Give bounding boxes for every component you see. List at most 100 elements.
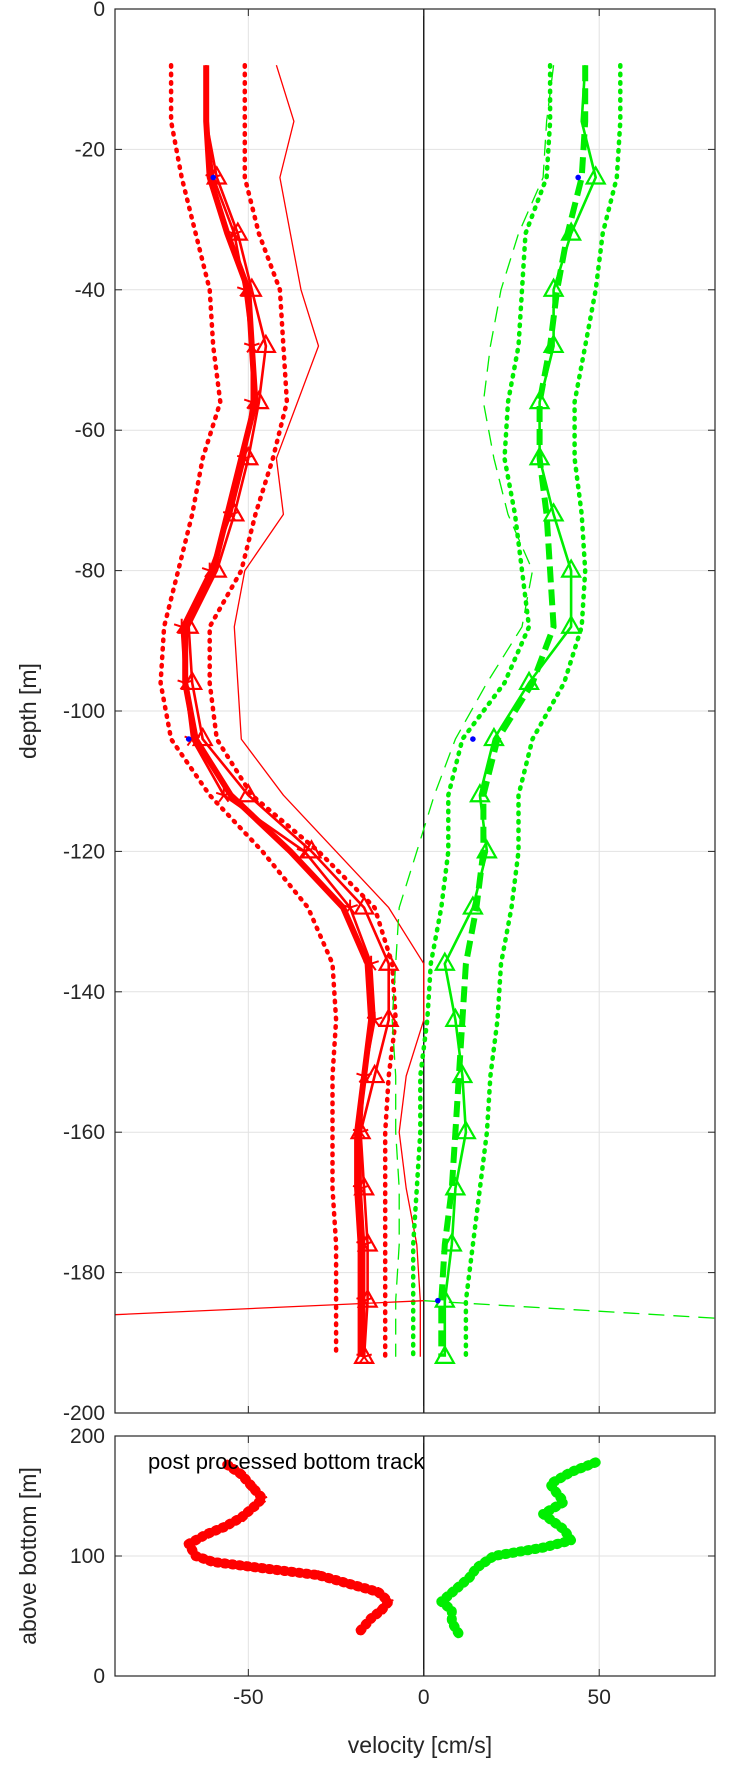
top-series-u-thin-solid <box>233 65 425 1357</box>
triangle-marker <box>247 389 270 410</box>
star-marker <box>366 1613 377 1623</box>
triangle-marker <box>444 1176 467 1196</box>
top-series-u-mean-thick <box>182 65 375 1357</box>
top-bottom-crossing-line <box>114 1300 424 1316</box>
top-y-tick-label: -160 <box>63 1121 105 1144</box>
triangle-marker <box>377 951 400 971</box>
star-marker <box>243 394 260 410</box>
star-marker <box>236 1512 247 1523</box>
star-marker <box>218 1522 229 1532</box>
top-series-u-dotted-envelope <box>158 62 339 1360</box>
triangle-marker <box>433 951 456 971</box>
star-marker <box>177 674 194 690</box>
triangle-marker <box>377 1007 400 1027</box>
bottom-y-tick-label: 200 <box>70 1425 105 1448</box>
top-series-u-dotted-envelope <box>207 62 398 1360</box>
star-marker <box>257 1493 268 1503</box>
bottom-y-axis-label: above bottom [m] <box>15 1467 41 1645</box>
top-y-tick-label: -40 <box>75 279 105 302</box>
triangle-marker <box>542 502 565 522</box>
star-marker <box>190 1550 201 1561</box>
blue-dot-marker <box>470 736 476 742</box>
star-marker <box>296 843 313 859</box>
star-marker <box>183 1538 194 1549</box>
top-series-v-thin-dashed <box>391 65 555 1357</box>
bottom-annotation: post processed bottom track <box>148 1449 425 1474</box>
top-y-tick-label: -200 <box>63 1402 105 1425</box>
top-y-tick-label: 0 <box>93 0 105 21</box>
triangle-marker <box>462 895 484 915</box>
bottom-panel: -50 0 50 0 100 200 post processed bottom trac… <box>15 1425 716 1758</box>
triangle-marker <box>353 895 376 915</box>
blue-dot-marker <box>210 174 217 181</box>
star-marker <box>246 1481 257 1491</box>
blue-dot-marker <box>575 174 581 181</box>
star-marker <box>208 1556 219 1567</box>
blue-dot-marker <box>185 736 192 742</box>
top-y-tick-label: -100 <box>63 700 105 723</box>
star-marker <box>243 337 260 353</box>
top-y-tick-label: -120 <box>63 840 105 863</box>
triangle-marker <box>454 1119 477 1140</box>
triangle-marker <box>476 839 498 859</box>
triangle-marker <box>177 614 200 634</box>
star-marker <box>184 731 201 747</box>
top-series-u-thin <box>180 65 376 1357</box>
star-marker <box>366 1011 383 1027</box>
star-marker <box>201 562 218 578</box>
star-marker <box>313 1570 324 1580</box>
triangle-marker <box>560 614 583 634</box>
top-y-axis-label: depth [m] <box>15 663 41 759</box>
x-axis-label: velocity [cm/s] <box>348 1732 492 1758</box>
top-y-tick-label: -80 <box>75 560 105 583</box>
star-marker <box>205 169 222 185</box>
triangle-marker <box>542 277 565 297</box>
star-marker <box>236 281 253 297</box>
star-marker <box>201 1529 212 1539</box>
bottom-x-tick-label: -50 <box>233 1686 263 1709</box>
triangle-marker <box>433 1344 456 1364</box>
top-y-tick-label: -60 <box>75 419 105 442</box>
top-y-tick-label: -140 <box>63 981 105 1004</box>
star-marker <box>383 1596 394 1607</box>
star-marker <box>356 1067 373 1084</box>
triangle-marker <box>528 446 551 466</box>
triangle-marker <box>205 558 228 578</box>
bottom-data-lines <box>183 1457 601 1639</box>
star-marker <box>215 787 232 803</box>
star-marker <box>356 1292 373 1308</box>
bottom-series-v <box>438 1459 597 1636</box>
star-marker <box>236 450 253 466</box>
top-series-v-thin <box>443 65 598 1357</box>
star-marker <box>222 506 239 522</box>
triangle-marker <box>542 333 565 354</box>
bottom-ticks: -50 0 50 0 100 200 <box>70 1425 715 1709</box>
top-data-lines <box>114 62 716 1360</box>
star-marker <box>226 225 243 241</box>
top-ticks: 0 -20 -40 -60 -80 -100 -120 -140 -160 -180 -200 <box>63 0 715 1425</box>
top-series-v-dotted-envelope <box>410 62 553 1360</box>
triangle-marker <box>528 389 551 410</box>
triangle-marker <box>560 558 583 578</box>
bottom-x-tick-label: 50 <box>588 1686 611 1709</box>
star-marker <box>376 1604 387 1615</box>
star-marker <box>352 1180 369 1196</box>
star-marker <box>352 1124 369 1140</box>
triangle-marker <box>584 165 607 185</box>
star-marker <box>236 1469 247 1479</box>
bottom-y-tick-label: 100 <box>70 1545 105 1568</box>
star-marker <box>373 1586 384 1597</box>
star-marker <box>342 899 359 915</box>
triangle-marker <box>433 1288 456 1308</box>
triangle-marker <box>440 1232 463 1252</box>
triangle-marker <box>240 277 263 297</box>
blue-dot-marker <box>435 1297 441 1304</box>
star-marker <box>356 1348 373 1364</box>
triangle-marker <box>483 726 505 747</box>
star-marker <box>173 618 190 634</box>
triangle-marker <box>451 1063 474 1084</box>
triangle-marker <box>181 670 204 691</box>
star-marker <box>363 955 380 971</box>
star-marker <box>355 1625 366 1635</box>
